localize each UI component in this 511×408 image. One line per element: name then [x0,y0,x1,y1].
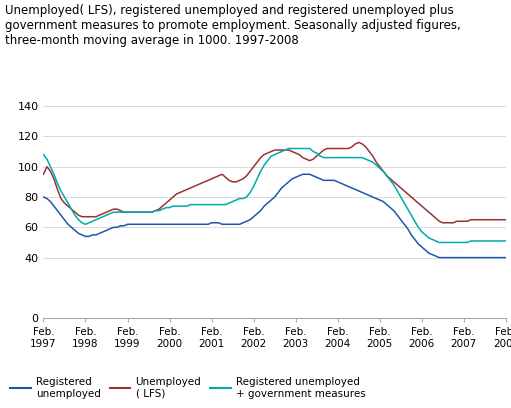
Text: Unemployed( LFS), registered unemployed and registered unemployed plus
governmen: Unemployed( LFS), registered unemployed … [5,4,461,47]
Legend: Registered
unemployed, Unemployed
( LFS), Registered unemployed
+ government mea: Registered unemployed, Unemployed ( LFS)… [10,377,365,399]
